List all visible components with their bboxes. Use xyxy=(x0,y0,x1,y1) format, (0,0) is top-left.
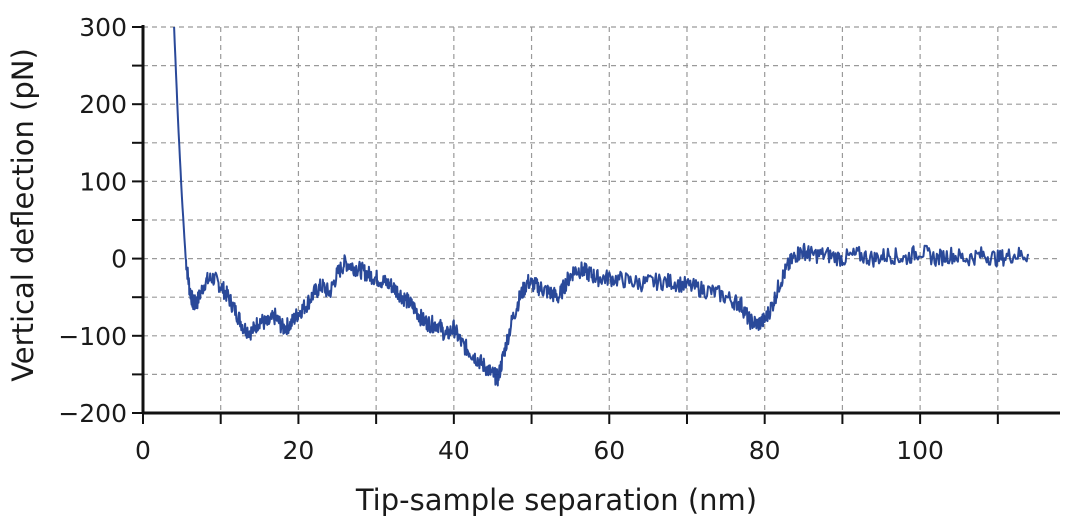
x-tick-label: 40 xyxy=(438,436,470,465)
y-tick-label: 0 xyxy=(111,245,127,274)
x-tick-label: 60 xyxy=(593,436,625,465)
y-tick-label: 200 xyxy=(79,90,127,119)
y-tick-label: 100 xyxy=(79,167,127,196)
series-line xyxy=(173,26,1030,387)
x-tick-label: 80 xyxy=(749,436,781,465)
y-tick-label: −100 xyxy=(58,322,127,351)
axes xyxy=(141,25,1060,415)
axis-ticks: 0 20 40 60 80 100 −200 −100 0 100 200 300 xyxy=(58,13,999,465)
y-tick-label: 300 xyxy=(79,13,127,42)
x-tick-label: 100 xyxy=(896,436,944,465)
y-axis-title: Vertical deflection (pN) xyxy=(6,48,40,382)
y-tick-label: −200 xyxy=(58,399,127,428)
x-axis-title: Tip-sample separation (nm) xyxy=(355,483,757,517)
grid-lines xyxy=(143,26,1060,413)
x-tick-label: 20 xyxy=(283,436,315,465)
plot-area xyxy=(173,26,1030,387)
x-tick-label: 0 xyxy=(135,436,151,465)
